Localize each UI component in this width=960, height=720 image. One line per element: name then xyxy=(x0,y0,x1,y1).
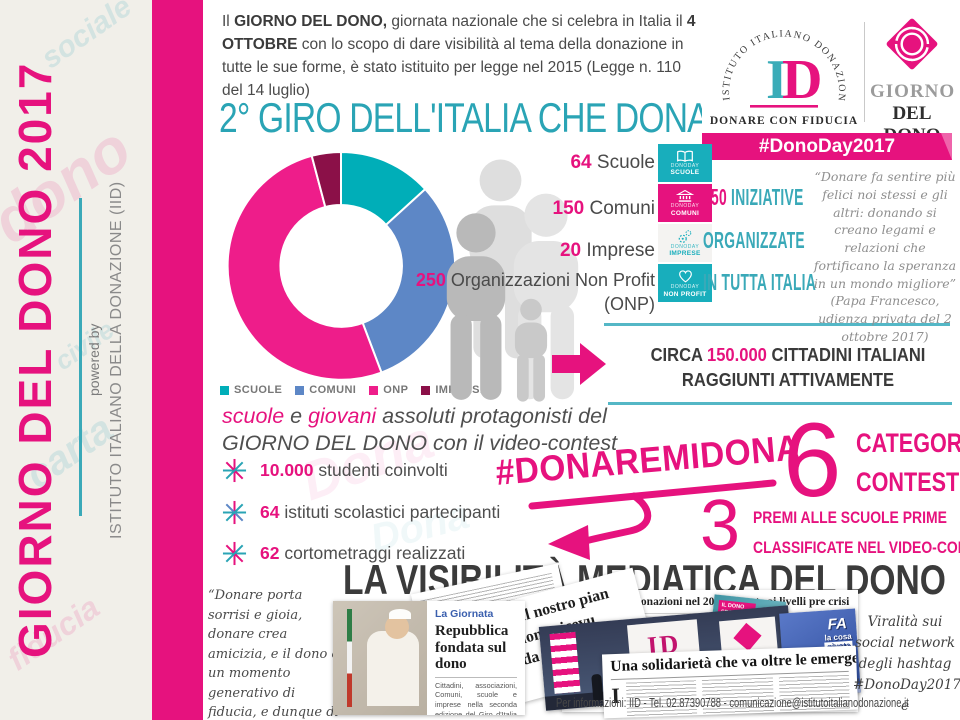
reach-statement: CIRCA 150.000 CITTADINI ITALIANI RAGGIUN… xyxy=(650,345,926,391)
accent-bar xyxy=(152,0,203,720)
brand-giorno: GIORNO xyxy=(870,81,956,102)
bullet-istituti: 64 istituti scolastici partecipanti xyxy=(222,500,500,525)
svg-text:DONARE CON FIDUCIA: DONARE CON FIDUCIA xyxy=(710,115,858,127)
contest-3-label: PREMI ALLE SCUOLE PRIME CLASSIFICATE NEL … xyxy=(753,508,960,557)
bank-icon xyxy=(676,189,694,203)
powered-by-label: powered by xyxy=(86,323,102,397)
badge-donoday-nonprofit: DONODAY NON PROFIT xyxy=(658,264,712,302)
divider-line xyxy=(608,402,952,405)
contest-intro: scuole e giovani assoluti protagonisti d… xyxy=(222,404,618,455)
footer-contact: Per informazioni: IID - Tel. 02.87390788… xyxy=(556,696,909,710)
asterisk-icon xyxy=(222,500,247,525)
contest-number-6: 6 xyxy=(783,402,842,519)
giorno-del-dono-logo: GIORNO DEL DONO xyxy=(870,14,954,147)
newspaper-clip-giornata: La Giornata Repubblica fondata sul dono … xyxy=(333,601,525,715)
logo-divider xyxy=(864,22,865,122)
clip-body: Cittadini, associazioni, Comuni, scuole … xyxy=(435,676,517,715)
stat-scuole: 64 Scuole xyxy=(570,152,655,173)
donut-segment-onp xyxy=(226,154,383,381)
legend-swatch xyxy=(220,385,229,395)
legend-item-scuole: SCUOLE xyxy=(220,384,282,396)
bullet-studenti: 10.000 studenti coinvolti xyxy=(222,458,448,483)
diamond-icon xyxy=(886,18,938,70)
stat-imprese: 20 Imprese xyxy=(559,240,655,261)
sidebar: sociale dono civile carta fiducia GIORNO… xyxy=(0,0,152,720)
contest-6-label: CATEGORIECONTEST xyxy=(856,428,960,498)
pope-photo xyxy=(333,601,427,715)
logo-area: ISTITUTO ITALIANO DONAZIONE I D DONARE C… xyxy=(702,6,954,146)
social-virality-note: Viralità sui social network degli hashta… xyxy=(853,614,960,720)
quote-mattarella: “Donare porta sorrisi e gioia, donare cr… xyxy=(208,588,339,720)
sidebar-divider xyxy=(79,198,82,516)
svg-text:I: I xyxy=(766,49,788,111)
legend-swatch xyxy=(369,385,379,395)
badge-donoday-comuni: DONODAY COMUNI xyxy=(658,184,712,222)
initiatives-stat: 150 INIZIATIVE ORGANIZZATE IN TUTTA ITALIA xyxy=(703,184,817,296)
quote-papa-francesco: “Donare fa sentire più felici noi stessi… xyxy=(813,169,957,344)
legend-swatch xyxy=(295,385,305,395)
intro-paragraph: Il GIORNO DEL DONO, giornata nazionale c… xyxy=(222,13,696,99)
asterisk-icon xyxy=(222,458,247,483)
legend-item-comuni: COMUNI xyxy=(295,384,356,396)
contest-number-3: 3 xyxy=(700,486,741,566)
clip-headline: Repubblica fondata sul dono xyxy=(435,623,509,672)
bullet-cortometraggi: 62 cortometraggi realizzati xyxy=(222,541,465,566)
stat-onp: 250 Organizzazioni Non Profit (ONP) xyxy=(415,270,655,315)
book-icon xyxy=(675,150,695,163)
badge-donoday-imprese: DONODAY IMPRESE xyxy=(658,224,712,262)
hashtag-ribbon: #DonoDay2017 xyxy=(702,133,952,160)
gears-icon xyxy=(676,229,694,244)
iid-logo: ISTITUTO ITALIANO DONAZIONE I D DONARE C… xyxy=(708,8,858,127)
svg-text:D: D xyxy=(782,49,822,111)
organization-name-vertical: ISTITUTO ITALIANO DELLA DONAZIONE (IID) xyxy=(108,181,125,539)
donut-chart xyxy=(226,150,456,381)
stat-comuni: 150 Comuni xyxy=(552,198,655,219)
asterisk-icon xyxy=(222,541,247,566)
badge-donoday-scuole: DONODAY SCUOLE xyxy=(658,144,712,182)
divider-line xyxy=(604,323,950,326)
donut-segment-comuni xyxy=(361,187,456,374)
clip-kicker: La Giornata xyxy=(435,608,494,620)
arrow-right-icon xyxy=(552,343,606,385)
heart-icon xyxy=(677,268,694,284)
donut-segment-imprese xyxy=(310,150,342,209)
page-title: 2° GIRO DELL'ITALIA CHE DONA xyxy=(219,94,710,141)
legend-item-onp: ONP xyxy=(369,384,408,396)
legend-swatch xyxy=(421,385,431,395)
underline-arrow-icon xyxy=(528,479,777,560)
poster-title-vertical: GIORNO DEL DONO 2017 xyxy=(9,61,61,659)
